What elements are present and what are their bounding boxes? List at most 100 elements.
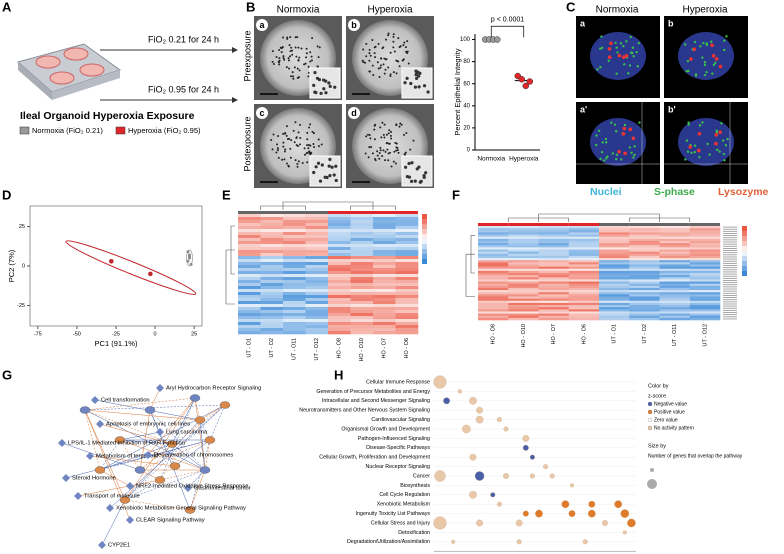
heat-cell — [238, 280, 261, 284]
heat-cell — [659, 315, 691, 319]
heat-cell — [260, 316, 284, 320]
gene-node — [199, 466, 211, 474]
cell-speck — [286, 37, 289, 40]
heat-cell — [538, 232, 570, 235]
heat-cell — [305, 319, 329, 323]
heat-cell — [538, 234, 570, 237]
heat-cell — [260, 268, 284, 272]
cell-speck — [379, 149, 382, 152]
cell-speck — [298, 69, 301, 72]
green-speck — [636, 65, 640, 68]
heat-cell — [508, 234, 539, 237]
cell-speck — [317, 56, 320, 59]
heat-cell — [395, 316, 419, 320]
pca-point — [109, 258, 114, 264]
cell-speck — [272, 63, 275, 66]
y-tick-label: 25 — [19, 224, 25, 230]
green-speck — [599, 47, 602, 50]
cell-speck — [287, 57, 290, 60]
red-speck — [621, 132, 626, 136]
cell-speck — [392, 40, 395, 43]
heat-cell — [305, 295, 329, 299]
heat-cell — [238, 322, 261, 326]
row-label-stub — [723, 307, 737, 309]
cell-speck — [387, 152, 390, 155]
annotation: p < 0.0001 — [491, 16, 524, 23]
pathway-label: Disease-Specific Pathways — [366, 445, 430, 451]
heat-cell — [260, 262, 284, 266]
cell-speck — [365, 55, 368, 58]
heat-cell — [689, 238, 721, 242]
heat-cell — [508, 249, 539, 252]
group-bar — [328, 211, 351, 214]
edge — [209, 404, 226, 441]
inset-speck — [414, 76, 419, 81]
heat-cell — [599, 226, 630, 229]
heat-cell — [260, 238, 284, 242]
heat-cell — [395, 295, 419, 299]
heat-cell — [659, 317, 691, 321]
heat-cell — [599, 279, 630, 282]
confidence-ellipse — [65, 240, 197, 295]
heat-cell — [238, 259, 261, 263]
bubble — [622, 530, 627, 535]
cell-speck — [403, 41, 406, 44]
heat-cell — [599, 249, 630, 252]
heat-cell — [305, 241, 329, 245]
cell-speck — [288, 137, 291, 140]
green-speck — [638, 121, 641, 124]
edge — [199, 404, 226, 421]
cell-speck — [290, 46, 293, 49]
cell-speck — [382, 63, 385, 66]
heat-cell — [478, 309, 509, 312]
heat-cell — [629, 296, 660, 299]
heat-cell — [260, 274, 284, 278]
heat-cell — [689, 313, 721, 317]
heat-cell — [328, 262, 351, 266]
cell-speck — [301, 162, 304, 165]
cell-speck — [271, 50, 274, 53]
row-label-stub — [723, 271, 737, 273]
heat-cell — [373, 325, 396, 329]
heat-cell — [508, 281, 539, 284]
heat-cell — [508, 260, 539, 263]
green-speck — [600, 46, 604, 50]
heat-cell — [478, 268, 509, 272]
cell-speck — [309, 51, 312, 54]
heat-cell — [629, 273, 660, 276]
heat-cell — [373, 217, 396, 221]
cell-speck — [289, 156, 292, 159]
heat-cell — [305, 247, 329, 251]
bubble — [522, 434, 530, 442]
row-label-stub — [723, 250, 737, 251]
heat-cell — [478, 277, 509, 280]
heat-cell — [328, 217, 351, 221]
pca-point — [189, 262, 193, 266]
heat-cell — [260, 325, 284, 329]
pathway-label: Cardiovascular Signaling — [371, 417, 430, 423]
heat-cell — [629, 238, 660, 242]
green-speck — [631, 51, 634, 55]
red-speck — [696, 148, 701, 153]
cell-speck — [361, 59, 364, 62]
cell-speck — [405, 50, 408, 53]
heat-cell — [238, 244, 261, 248]
heat-cell — [599, 240, 630, 244]
inset-speck — [422, 174, 426, 178]
dendrogram — [225, 225, 235, 305]
panel-letter: H — [334, 367, 343, 382]
heat-cell — [568, 273, 600, 276]
heat-cell — [328, 289, 351, 293]
cell-speck — [289, 147, 292, 150]
heat-cell — [373, 232, 396, 236]
heat-cell — [373, 310, 396, 314]
gene-node — [194, 416, 206, 424]
cell-speck — [387, 159, 390, 162]
red-speck — [711, 53, 716, 58]
cell-speck — [368, 146, 371, 149]
heat-cell — [568, 298, 600, 302]
pathway-label: Biosynthesis — [400, 483, 430, 489]
heat-cell — [238, 217, 261, 221]
edge — [124, 499, 191, 511]
heat-cell — [478, 305, 509, 308]
